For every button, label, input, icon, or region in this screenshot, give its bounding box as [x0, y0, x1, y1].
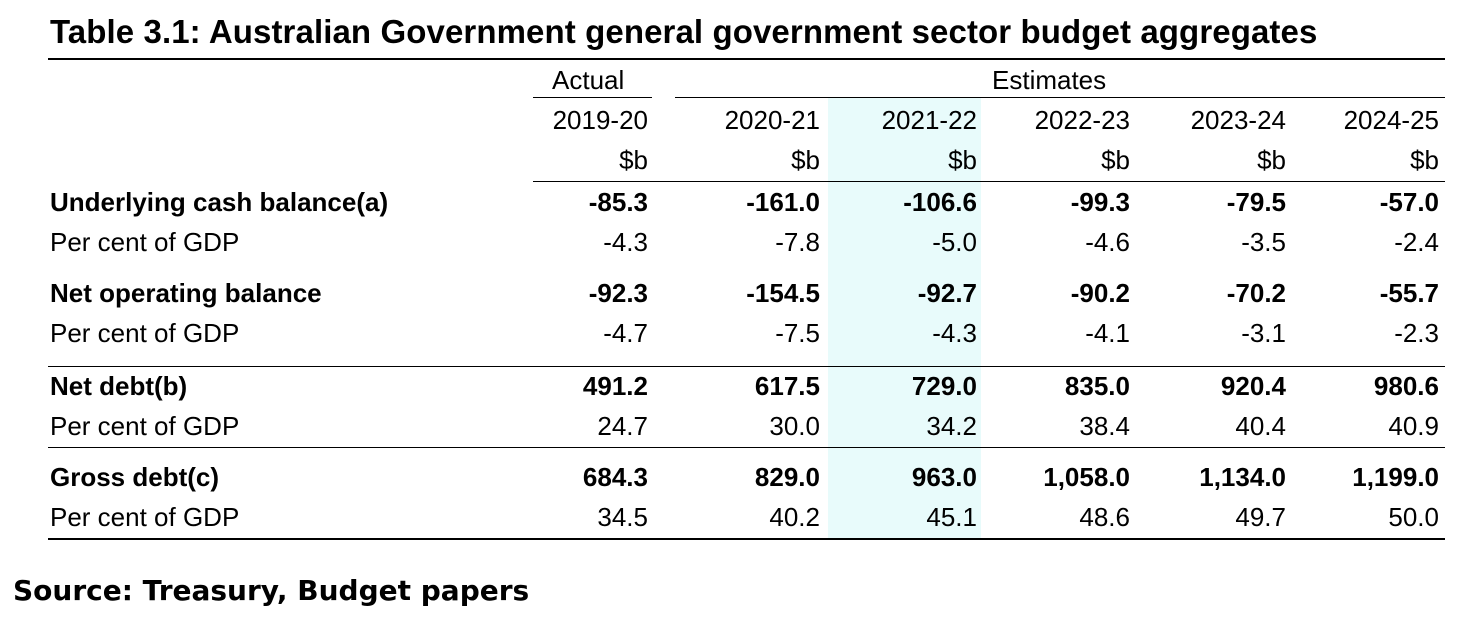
table-cell: -2.4 [1394, 227, 1439, 257]
table-cell: -85.3 [588, 187, 648, 217]
year-header-2023-24: 2023-24 [1190, 105, 1286, 135]
table-cell: -4.6 [1085, 227, 1130, 257]
bottom-rule [48, 538, 1445, 540]
table-cell: 24.7 [597, 411, 648, 441]
table-cell: 1,058.0 [1043, 462, 1130, 492]
row-label: Net debt(b) [50, 371, 188, 401]
title-rule [48, 58, 1445, 60]
table-cell: -7.5 [775, 318, 820, 348]
table-title: Table 3.1: Australian Government general… [50, 13, 1318, 50]
table-cell: -4.7 [603, 318, 648, 348]
year-header-2022-23: 2022-23 [1034, 105, 1130, 135]
table-cell: 50.0 [1388, 502, 1439, 532]
table-cell: 617.5 [754, 371, 820, 401]
table-cell: 829.0 [754, 462, 820, 492]
table-cell: -3.5 [1241, 227, 1286, 257]
table-cell: 491.2 [582, 371, 648, 401]
table-cell: -99.3 [1070, 187, 1130, 217]
table-cell: 45.1 [926, 502, 977, 532]
table-cell: -79.5 [1226, 187, 1286, 217]
table-cell: 40.4 [1235, 411, 1286, 441]
table-cell: 34.2 [926, 411, 977, 441]
table-cell: 40.2 [769, 502, 820, 532]
year-header-2019-20: 2019-20 [552, 105, 648, 135]
table-cell: -4.3 [603, 227, 648, 257]
row-label: Per cent of GDP [50, 502, 240, 532]
row-label: Net operating balance [50, 278, 322, 308]
table-cell: -2.3 [1394, 318, 1439, 348]
table-cell: -57.0 [1379, 187, 1439, 217]
table-cell: 48.6 [1079, 502, 1130, 532]
year-header-2020-21: 2020-21 [724, 105, 820, 135]
table-cell: 963.0 [911, 462, 977, 492]
table-cell: -7.8 [775, 227, 820, 257]
divider-net-debt [48, 366, 1445, 367]
table-cell: -90.2 [1070, 278, 1130, 308]
table-cell: -161.0 [746, 187, 820, 217]
unit-header: $b [619, 145, 648, 175]
table-cell: -154.5 [746, 278, 820, 308]
table-cell: -4.1 [1085, 318, 1130, 348]
table-cell: 30.0 [769, 411, 820, 441]
source-note: Source: Treasury, Budget papers [13, 574, 530, 607]
table-cell: 729.0 [911, 371, 977, 401]
unit-header: $b [948, 145, 977, 175]
highlight-column-2021-22 [828, 98, 981, 538]
row-label: Underlying cash balance(a) [50, 187, 389, 217]
unit-header: $b [1101, 145, 1130, 175]
table-cell: 920.4 [1220, 371, 1286, 401]
table-cell: -5.0 [932, 227, 977, 257]
table-cell: -55.7 [1379, 278, 1439, 308]
table-cell: -3.1 [1241, 318, 1286, 348]
table-cell: -106.6 [903, 187, 977, 217]
row-label: Per cent of GDP [50, 318, 240, 348]
table-cell: -92.3 [588, 278, 648, 308]
row-label: Per cent of GDP [50, 227, 240, 257]
table-cell: 1,134.0 [1199, 462, 1286, 492]
row-label: Gross debt(c) [50, 462, 220, 492]
unit-header: $b [1257, 145, 1286, 175]
table-cell: -92.7 [917, 278, 977, 308]
divider-gross-debt [48, 447, 1445, 448]
header-rule [533, 181, 1445, 182]
estimates-rule [675, 97, 1445, 98]
table-cell: 34.5 [597, 502, 648, 532]
year-header-2024-25: 2024-25 [1343, 105, 1439, 135]
table-cell: 1,199.0 [1352, 462, 1439, 492]
table-cell: -4.3 [932, 318, 977, 348]
table-cell: 38.4 [1079, 411, 1130, 441]
table-cell: 980.6 [1373, 371, 1439, 401]
table-cell: 40.9 [1388, 411, 1439, 441]
table-cell: 49.7 [1235, 502, 1286, 532]
table-cell: 835.0 [1064, 371, 1130, 401]
year-header-2021-22: 2021-22 [881, 105, 977, 135]
table-cell: -70.2 [1226, 278, 1286, 308]
unit-header: $b [791, 145, 820, 175]
table-cell: 684.3 [582, 462, 648, 492]
row-label: Per cent of GDP [50, 411, 240, 441]
unit-header: $b [1410, 145, 1439, 175]
actual-rule [533, 97, 652, 98]
actual-header: Actual [552, 65, 625, 95]
estimates-header: Estimates [992, 65, 1107, 95]
